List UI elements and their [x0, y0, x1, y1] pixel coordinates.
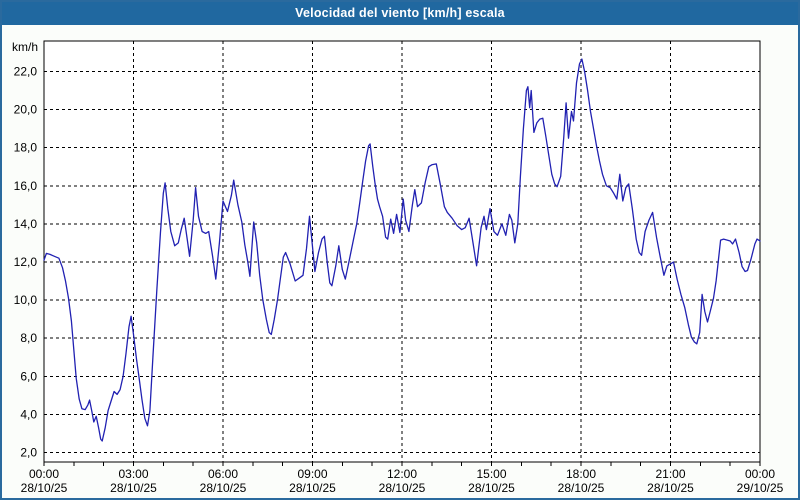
wind-speed-series-line [43, 58, 761, 442]
x-tick-time-label: 00:00 [745, 467, 775, 481]
x-tick-time-label: 00:00 [29, 467, 59, 481]
x-tick-date-label: 28/10/25 [110, 481, 157, 495]
x-tick-time-label: 15:00 [476, 467, 506, 481]
x-tick-date-label: 28/10/25 [200, 481, 247, 495]
x-tick-date-label: 28/10/25 [379, 481, 426, 495]
x-tick-date-label: 28/10/25 [558, 481, 605, 495]
x-tick-time-label: 06:00 [208, 467, 238, 481]
y-tick-label: 22,0 [14, 64, 38, 78]
chart-title: Velocidad del viento [km/h] escala [295, 6, 505, 20]
y-tick-label: 20,0 [14, 103, 38, 117]
y-tick-label: 12,0 [14, 255, 38, 269]
x-tick-date-label: 29/10/25 [737, 481, 784, 495]
x-tick-time-label: 18:00 [566, 467, 596, 481]
y-tick-label: 18,0 [14, 141, 38, 155]
x-tick-time-label: 21:00 [655, 467, 685, 481]
y-tick-label: 4,0 [20, 407, 37, 421]
x-tick-time-label: 12:00 [387, 467, 417, 481]
y-axis-unit-label: km/h [12, 40, 38, 54]
y-tick-label: 10,0 [14, 293, 38, 307]
x-tick-date-label: 28/10/25 [289, 481, 336, 495]
y-tick-label: 6,0 [20, 369, 37, 383]
x-tick-time-label: 03:00 [118, 467, 148, 481]
x-tick-date-label: 28/10/25 [21, 481, 68, 495]
y-tick-label: 8,0 [20, 331, 37, 345]
chart-title-bar: Velocidad del viento [km/h] escala [2, 2, 798, 25]
y-tick-label: 2,0 [20, 445, 37, 459]
x-tick-date-label: 28/10/25 [647, 481, 694, 495]
y-tick-label: 16,0 [14, 179, 38, 193]
x-tick-date-label: 28/10/25 [468, 481, 515, 495]
x-tick-time-label: 09:00 [297, 467, 327, 481]
y-tick-label: 14,0 [14, 217, 38, 231]
